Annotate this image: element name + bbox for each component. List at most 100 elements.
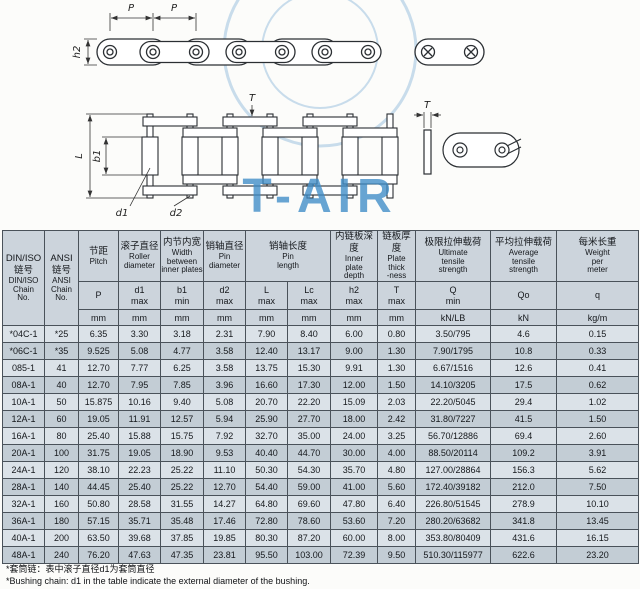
table-cell: 32A-1 — [2, 495, 45, 514]
table-cell: 25.22 — [160, 478, 204, 497]
table-cell: 63.50 — [78, 529, 119, 548]
table-cell: *06C-1 — [2, 342, 45, 361]
table-cell: 28A-1 — [2, 478, 45, 497]
table-cell: 240 — [44, 546, 79, 565]
table-cell: *25 — [44, 325, 79, 344]
table-cell: 57.15 — [78, 512, 119, 531]
table-cell: 4.00 — [377, 444, 417, 463]
table-row: 40A-1 200 63.50 39.68 37.85 19.85 80.30 87.20 60… — [2, 529, 640, 548]
table-cell: 14.27 — [203, 495, 246, 514]
col-group-weight: 每米长重 Weight per meter — [556, 229, 640, 283]
unit-cell: mm — [160, 309, 204, 327]
table-cell: 3.30 — [118, 325, 161, 344]
header-unit-row: mm mm mm mm mm mm mm mm kN/LB kN kg/m — [3, 309, 640, 327]
table-cell: 280.20/63682 — [415, 512, 492, 531]
table-cell: 200 — [44, 529, 79, 548]
table-cell: 16.60 — [245, 376, 288, 395]
table-cell: 35.71 — [118, 512, 161, 531]
table-cell: 5.94 — [203, 410, 246, 429]
table-cell: 12.6 — [490, 359, 558, 378]
table-cell: 15.30 — [286, 359, 332, 378]
table-cell: 69.60 — [286, 495, 332, 514]
table-cell: 12.70 — [78, 376, 119, 395]
table-cell: 15.88 — [118, 427, 161, 446]
header-group-row: DIN/ISO 链号 DIN/ISO Chain No. ANSI 链号 ANS… — [2, 229, 640, 327]
table-cell: 32.70 — [245, 427, 288, 446]
col-header-ansi-zh: ANSI 链号 — [50, 253, 73, 276]
table-cell: 40.40 — [245, 444, 288, 463]
table-row: 12A-1 60 19.05 11.91 12.57 5.94 25.90 27.70 18.0… — [2, 410, 640, 429]
table-cell: 100 — [44, 444, 79, 463]
table-cell: 278.9 — [490, 495, 558, 514]
col-group-pin-diameter: 销轴直径 Pin diameter — [203, 229, 246, 283]
table-cell: 1.50 — [377, 376, 417, 395]
table-cell: 36A-1 — [2, 512, 45, 531]
table-cell: 18.90 — [160, 444, 204, 463]
diameter-leaders — [129, 167, 191, 207]
col-group-ultimate-strength: 极限拉伸载荷 Ultimate tensile strength — [415, 229, 492, 283]
table-cell: 140 — [44, 478, 79, 497]
table-cell: 64.80 — [245, 495, 288, 514]
col-header-ansi: ANSI 链号 ANSI Chain No. — [44, 229, 79, 327]
table-cell: 341.8 — [490, 512, 558, 531]
table-cell: 95.50 — [245, 546, 288, 565]
group-en: Ultimate tensile strength — [438, 247, 468, 275]
table-cell: 5.62 — [556, 461, 640, 480]
table-cell: 19.05 — [118, 444, 161, 463]
table-cell: 13.75 — [245, 359, 288, 378]
table-cell: 12.57 — [160, 410, 204, 429]
unit-cell: mm — [330, 309, 379, 327]
group-zh: 每米长重 — [578, 236, 617, 248]
table-cell: 109.2 — [490, 444, 558, 463]
table-cell: 1.50 — [556, 410, 640, 429]
table-cell: 23.20 — [556, 546, 640, 565]
table-cell: 5.60 — [377, 478, 417, 497]
table-cell: 19.85 — [203, 529, 246, 548]
sym-inner-width: b1 min — [160, 281, 204, 311]
table-row: 08A-1 40 12.70 7.95 7.85 3.96 16.60 17.30 12.00 1… — [2, 376, 640, 395]
col-header-din-en: DIN/ISO Chain No. — [8, 275, 39, 303]
table-cell: 40A-1 — [2, 529, 45, 548]
table-cell: 20A-1 — [2, 444, 45, 463]
group-en: Width between inner plates — [161, 247, 203, 275]
col-group-pin-length: 销轴长度 Pin length — [244, 229, 332, 283]
table-cell: 40 — [44, 376, 79, 395]
inner-width-label: b1 — [92, 150, 103, 163]
table-cell: 7.77 — [118, 359, 161, 378]
table-cell: 30.00 — [330, 444, 379, 463]
table-cell: 54.30 — [286, 461, 332, 480]
table-cell: 6.40 — [377, 495, 417, 514]
group-zh: 销轴长度 — [269, 241, 308, 253]
table-cell: 72.80 — [245, 512, 288, 531]
table-row: 20A-1 100 31.75 19.05 18.90 9.53 40.40 44.70 30.… — [2, 444, 640, 463]
table-cell: 1.30 — [377, 359, 417, 378]
table-cell: 6.35 — [78, 325, 119, 344]
group-zh: 平均拉伸载荷 — [495, 236, 553, 248]
table-cell: 37.85 — [160, 529, 204, 548]
plate-height-dimension — [84, 38, 97, 66]
table-cell: 16.15 — [556, 529, 640, 548]
table-cell: 0.62 — [556, 376, 640, 395]
table-cell: 38.10 — [78, 461, 119, 480]
table-cell: 353.80/80409 — [415, 529, 492, 548]
link-plate-thickness-dimension — [414, 112, 441, 128]
group-zh: 销轴直径 — [205, 241, 244, 253]
table-cell: 17.30 — [286, 376, 332, 395]
sym-ultimate-strength: Q min — [415, 281, 492, 311]
table-cell: 76.20 — [78, 546, 119, 565]
unit-cell: mm — [78, 309, 119, 327]
sym-pitch: P — [78, 281, 119, 311]
table-cell: 13.17 — [286, 342, 332, 361]
table-cell: 35.48 — [160, 512, 204, 531]
unit-cell: mm — [245, 309, 288, 327]
table-row: *06C-1 *35 9.525 5.08 4.77 3.58 12.40 13.17 9.00… — [2, 342, 640, 361]
pitch-label: P — [171, 3, 178, 14]
table-cell: 3.96 — [203, 376, 246, 395]
table-cell: 3.58 — [203, 359, 246, 378]
detached-link-top — [414, 38, 485, 66]
table-cell: 50.80 — [78, 495, 119, 514]
table-cell: 1.30 — [377, 342, 417, 361]
table-cell: 0.33 — [556, 342, 640, 361]
table-cell: 48A-1 — [2, 546, 45, 565]
table-cell: 47.80 — [330, 495, 379, 514]
